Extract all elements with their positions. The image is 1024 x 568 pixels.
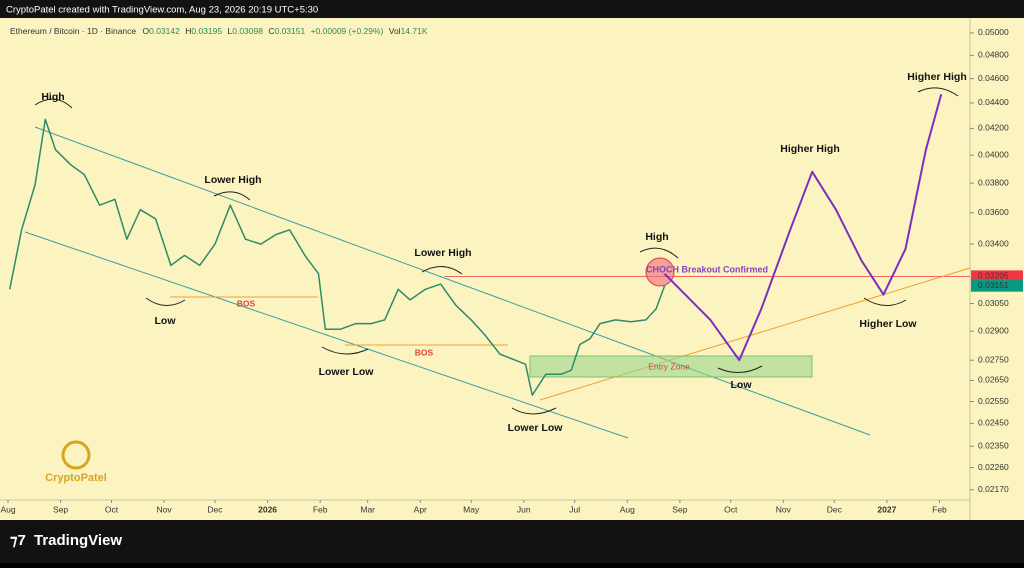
annotation: BOS	[415, 347, 434, 357]
volume-label: Vol	[389, 26, 401, 36]
annotation: BOS	[237, 298, 256, 308]
annotation: High	[41, 91, 64, 103]
ohlc-value: 0.03142	[149, 26, 180, 36]
ohlc-label: O	[143, 26, 150, 36]
x-tick-label: Feb	[932, 504, 947, 514]
trendline	[539, 267, 971, 401]
footer-logo: ⁊7	[10, 532, 26, 549]
y-tick-label: 0.03050	[978, 298, 1009, 308]
y-tick-label: 0.02260	[978, 462, 1009, 472]
y-tick-label: 0.03400	[978, 238, 1009, 248]
annotation: Lower Low	[319, 366, 375, 378]
x-tick-label: May	[463, 504, 480, 514]
x-tick-label: Nov	[157, 504, 173, 514]
x-tick-label: Sep	[53, 504, 68, 514]
y-tick-label: 0.02650	[978, 375, 1009, 385]
y-tick-label: 0.04800	[978, 50, 1009, 60]
legend-header: Ethereum / Bitcoin · 1D · Binance O0.031…	[10, 26, 428, 36]
y-tick-label: 0.02350	[978, 440, 1009, 450]
arc	[863, 297, 907, 306]
choch-marker	[645, 257, 675, 287]
y-tick-label: 0.02170	[978, 484, 1009, 494]
y-tick-label: 0.04200	[978, 123, 1009, 133]
y-tick-label: 0.03800	[978, 177, 1009, 187]
ohlc-label: H	[185, 26, 191, 36]
symbol: Ethereum / Bitcoin · 1D · Binance	[10, 26, 136, 36]
x-tick-label: Oct	[724, 504, 738, 514]
plot-bg	[0, 18, 1024, 520]
annotation: Lower High	[204, 174, 261, 186]
ohlc-value: 0.03195	[191, 26, 222, 36]
y-tick-label: 0.04400	[978, 97, 1009, 107]
channel-lower	[24, 231, 629, 439]
y-tick-label: 0.04000	[978, 149, 1009, 159]
price-tag-label: 0.03205	[978, 271, 1009, 281]
entry-zone	[529, 355, 813, 378]
price-line-series	[8, 118, 666, 396]
x-tick-label: Dec	[207, 504, 223, 514]
annotation: CHOCH Breakout Confirmed	[646, 264, 768, 274]
ohlc-value: 0.03098	[232, 26, 263, 36]
annotation: Low	[731, 379, 753, 391]
x-tick-label: 2027	[877, 504, 896, 514]
watermark-logo	[61, 440, 91, 470]
arc	[34, 98, 73, 109]
x-tick-label: Nov	[776, 504, 792, 514]
change: +0.00009 (+0.29%)	[311, 26, 384, 36]
annotation: High	[645, 231, 668, 243]
swing-arcs	[34, 87, 959, 415]
y-tick-label: 0.02900	[978, 325, 1009, 335]
channel-upper	[34, 126, 871, 436]
y-tick-label: 0.02550	[978, 396, 1009, 406]
annotation: Lower High	[414, 247, 471, 259]
x-tick-label: Aug	[0, 504, 15, 514]
arc	[511, 407, 557, 415]
y-tick-label: 0.02450	[978, 418, 1009, 428]
arc	[717, 365, 763, 373]
arc	[421, 266, 463, 275]
x-tick-label: Feb	[313, 504, 328, 514]
annotation: Higher Low	[859, 318, 917, 330]
ohlc-value: 0.03151	[274, 26, 305, 36]
arc	[917, 87, 959, 97]
price-tag-label: 0.03151	[978, 280, 1009, 290]
y-tick-label: 0.03600	[978, 207, 1009, 217]
footer-brand: TradingView	[34, 532, 122, 549]
x-tick-label: Jul	[569, 504, 580, 514]
ohlc-label: L	[228, 26, 233, 36]
x-tick-label: Oct	[105, 504, 119, 514]
annotation: Higher High	[907, 71, 967, 83]
x-tick-label: Apr	[414, 504, 427, 514]
volume: 14.71K	[401, 26, 428, 36]
arc	[213, 191, 251, 201]
x-tick-label: Sep	[672, 504, 687, 514]
annotation: Lower Low	[508, 422, 564, 434]
ohlc-label: C	[268, 26, 274, 36]
x-tick-label: Dec	[827, 504, 843, 514]
price-tag	[971, 270, 1023, 283]
x-tick-label: Aug	[620, 504, 635, 514]
watermark: CryptoPatel	[45, 472, 107, 484]
arc	[145, 297, 186, 306]
x-tick-label: 2026	[258, 504, 277, 514]
y-tick-label: 0.02750	[978, 354, 1009, 364]
x-tick-label: Mar	[360, 504, 375, 514]
price-tag	[971, 279, 1023, 292]
x-tick-label: Jun	[517, 504, 531, 514]
top-bar-text: CryptoPatel created with TradingView.com…	[6, 5, 318, 16]
annotation: Entry Zone	[648, 361, 690, 371]
arc	[321, 346, 369, 355]
annotation: Higher High	[780, 143, 840, 155]
projection-line	[663, 94, 943, 362]
arc	[639, 247, 679, 259]
y-tick-label: 0.05000	[978, 27, 1009, 37]
annotation: Low	[155, 315, 177, 327]
y-tick-label: 0.04600	[978, 73, 1009, 83]
